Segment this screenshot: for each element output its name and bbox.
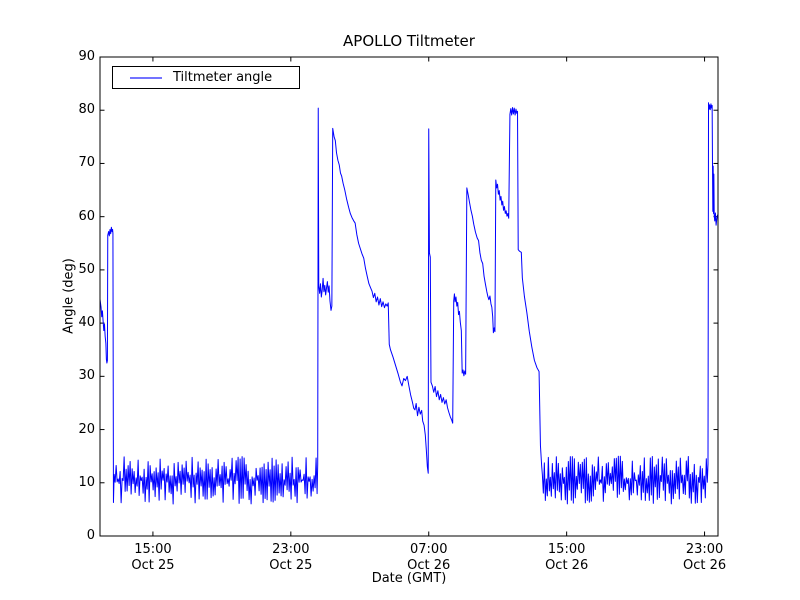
tiltmeter-angle-line	[99, 102, 719, 505]
y-tick-label: 60	[78, 208, 95, 224]
x-tick-label: 23:00 Oct 25	[269, 542, 313, 573]
plot-frame	[99, 56, 719, 537]
y-tick-label: 70	[78, 155, 95, 171]
y-tick-label: 10	[78, 474, 95, 490]
x-tick-label: 15:00 Oct 26	[545, 542, 589, 573]
x-axis-label: Date (GMT)	[371, 571, 447, 586]
x-tick-label: 15:00 Oct 25	[131, 542, 175, 573]
legend-entry-label: Tiltmeter angle	[173, 70, 273, 85]
x-tick-label: 07:00 Oct 26	[407, 542, 451, 573]
y-tick-label: 90	[78, 49, 95, 64]
y-tick-label: 80	[78, 102, 95, 118]
y-tick-label: 40	[78, 315, 95, 331]
x-tick-label: 23:00 Oct 26	[682, 542, 727, 573]
legend: Tiltmeter angle	[112, 66, 300, 89]
y-tick-label: 30	[78, 368, 95, 384]
y-tick-label: 20	[78, 421, 95, 437]
chart-title: APOLLO Tiltmeter	[343, 32, 475, 50]
y-tick-label: 50	[78, 261, 95, 277]
y-tick-label: 0	[86, 528, 95, 543]
legend-line-sample	[130, 76, 162, 79]
